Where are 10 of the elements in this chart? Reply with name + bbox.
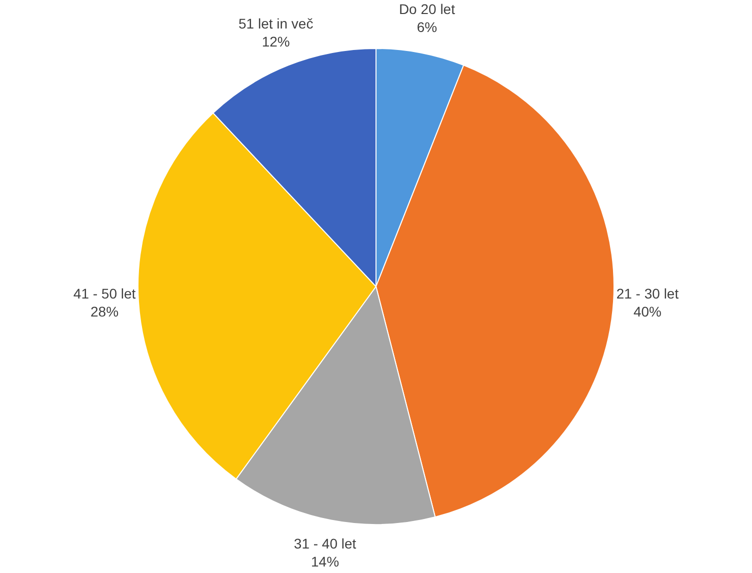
slice-label: 31 - 40 let [294, 536, 356, 552]
slice-label: Do 20 let [398, 1, 456, 18]
data-label: 6% [416, 19, 438, 36]
data-label: 28% [90, 303, 119, 320]
slice-label: 51 let in več [238, 15, 314, 32]
slice-label: 21 - 30 let [616, 285, 679, 302]
slice-label: 41 - 50 let [73, 285, 136, 302]
data-label: 14% [311, 554, 340, 570]
data-label: 12% [262, 33, 290, 50]
data-label: 40% [633, 303, 662, 320]
